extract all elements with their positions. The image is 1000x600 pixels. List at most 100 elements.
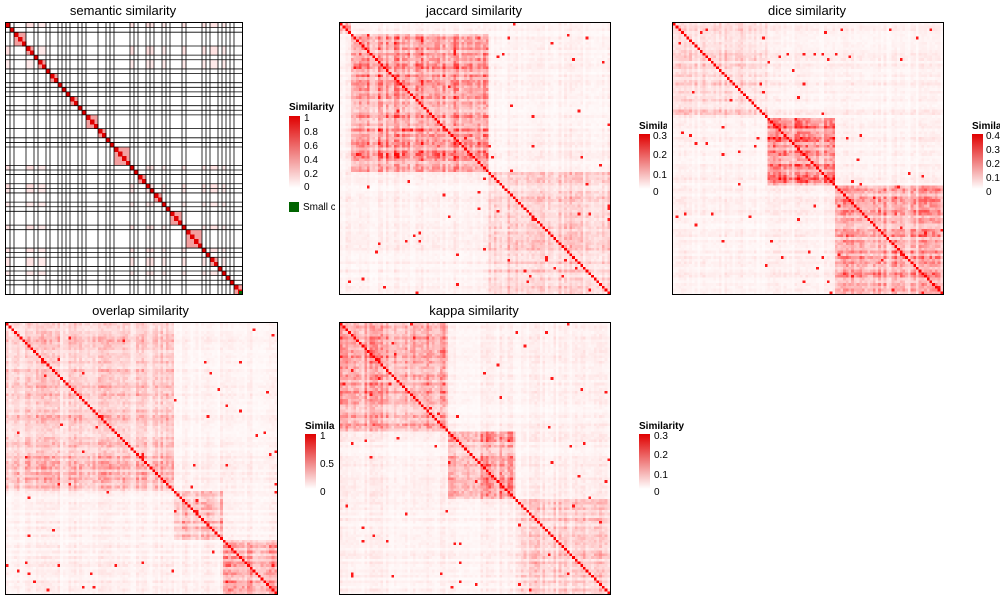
heatmap-cell (585, 55, 589, 59)
heatmap-cell (499, 120, 503, 124)
heatmap-cell (488, 147, 492, 151)
heatmap-cell (607, 60, 610, 65)
heatmap-cell (396, 28, 400, 32)
heatmap-cell (572, 139, 576, 143)
heatmap-cell (520, 120, 524, 124)
heatmap-cell (583, 128, 587, 132)
heatmap-cell (596, 107, 600, 111)
heatmap-cell (361, 63, 365, 67)
heatmap-cell (399, 79, 403, 84)
heatmap-cell (377, 142, 381, 146)
heatmap-cell (402, 63, 406, 67)
heatmap-cell (356, 147, 360, 151)
heatmap-cell (429, 93, 433, 97)
heatmap-cell (523, 139, 527, 143)
heatmap-cell (442, 36, 446, 40)
heatmap-cell (418, 31, 422, 35)
heatmap-cell (364, 52, 368, 56)
heatmap-cell (421, 82, 425, 86)
heatmap-cell (547, 39, 551, 43)
heatmap-cell (448, 120, 452, 124)
heatmap-cell (566, 74, 570, 78)
heatmap-cell (342, 55, 346, 59)
heatmap-cell (407, 90, 411, 94)
heatmap-cell (574, 60, 578, 65)
heatmap-cell (604, 44, 608, 48)
heatmap-cell (410, 98, 414, 102)
heatmap-cell (418, 69, 422, 73)
heatmap-cell (583, 50, 587, 54)
heatmap-cell (399, 142, 403, 146)
heatmap-cell (385, 88, 389, 92)
heatmap-cell (583, 107, 587, 111)
heatmap-cell (550, 85, 554, 89)
heatmap-cell (526, 90, 530, 94)
heatmap-cell (431, 115, 435, 119)
heatmap-cell (480, 128, 484, 132)
heatmap-cell (434, 123, 438, 127)
heatmap-cell (410, 144, 414, 149)
heatmap-cell (410, 58, 414, 62)
heatmap-cell (450, 66, 454, 70)
heatmap-cell (437, 107, 441, 111)
heatmap-cell (569, 117, 573, 121)
heatmap-cell (372, 58, 376, 62)
heatmap-cell (572, 69, 576, 73)
heatmap-cell (407, 44, 411, 48)
heatmap-cell (453, 63, 457, 67)
heatmap-cell (450, 120, 454, 124)
heatmap-cell (510, 117, 514, 121)
heatmap-cell (450, 144, 454, 149)
heatmap-cell (515, 71, 519, 75)
heatmap-cell (523, 52, 527, 56)
heatmap-cell (518, 25, 522, 29)
heatmap-cell (577, 39, 581, 43)
heatmap-cell (475, 47, 479, 51)
heatmap-cell (553, 117, 557, 121)
heatmap-cell (399, 104, 403, 108)
heatmap-cell (507, 77, 511, 81)
heatmap-cell (434, 41, 438, 46)
heatmap-cell (38, 23, 47, 28)
heatmap-cell (537, 142, 541, 146)
heatmap-cell (402, 139, 406, 143)
heatmap-cell (545, 69, 549, 73)
heatmap-cell (591, 136, 595, 140)
heatmap-cell (580, 82, 584, 86)
heatmap-cell (572, 107, 576, 111)
heatmap-cell (423, 115, 427, 119)
heatmap-cell (410, 69, 414, 73)
heatmap-cell (372, 136, 376, 140)
heatmap-cell (591, 98, 595, 102)
heatmap-cell (450, 139, 454, 143)
heatmap-cell (520, 33, 524, 37)
heatmap-cell (496, 82, 500, 86)
heatmap-cell (450, 136, 454, 140)
heatmap-cell (377, 41, 381, 46)
heatmap-cell (466, 147, 470, 151)
heatmap-cell (340, 39, 344, 43)
heatmap-cell (358, 144, 362, 149)
heatmap-cell (396, 41, 400, 46)
heatmap-cell (550, 90, 554, 94)
heatmap-cell (458, 142, 462, 146)
heatmap-cell (556, 123, 560, 127)
heatmap-cell (523, 88, 527, 92)
heatmap-cell (450, 117, 454, 121)
heatmap-cell (377, 104, 381, 108)
heatmap-cell (593, 88, 597, 92)
heatmap-cell (364, 120, 368, 124)
heatmap-cell (526, 25, 530, 29)
heatmap-cell (510, 77, 514, 81)
heatmap-cell (504, 139, 508, 143)
heatmap-cell (556, 44, 560, 48)
heatmap-cell (407, 101, 411, 105)
heatmap-cell (550, 47, 554, 51)
heatmap-cell (510, 23, 514, 27)
heatmap-cell (472, 66, 476, 70)
heatmap-cell (475, 82, 479, 86)
heatmap-cell (391, 142, 395, 146)
heatmap-cell (547, 104, 551, 108)
heatmap-cell (483, 23, 487, 27)
heatmap-cell (485, 117, 489, 121)
